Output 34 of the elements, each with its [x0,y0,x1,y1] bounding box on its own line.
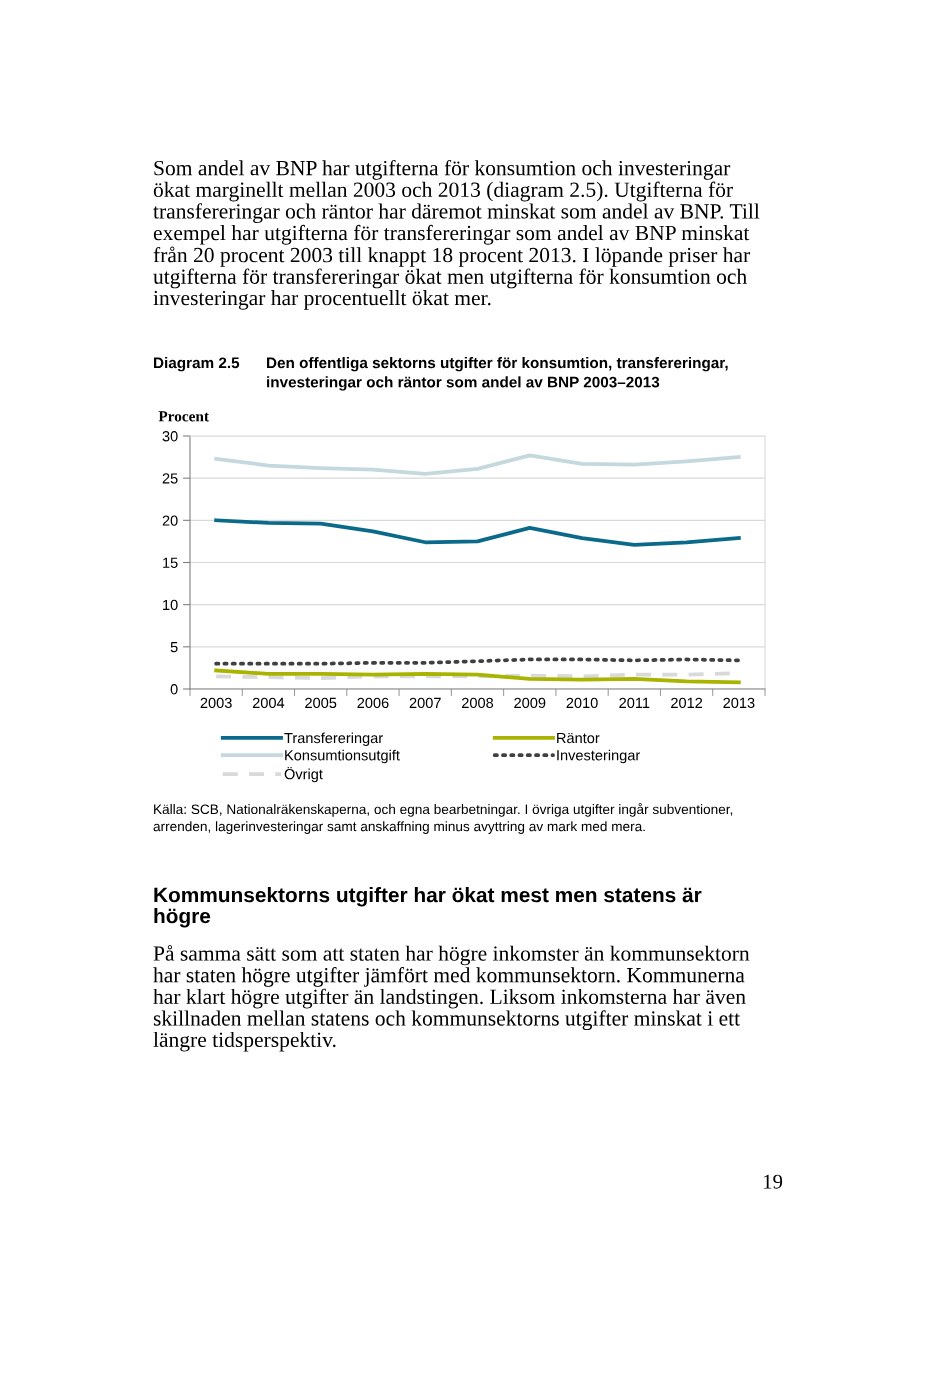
y-tick-label: 5 [170,642,178,653]
chart-subtitle: Den offentliga sektorns utgifter för konsumtion, transfereringar, investeringar och räntor som andel av BNP 2003–2013 [267,357,728,391]
text: Källa: SCB, Nationalräkenskaperna, och egna bearbetningar. I övriga utgifter ingår subventioner, arrenden, lagerinvesteringar samt anskaffning minus avyttring av mark med mera. [153,803,733,834]
text: 19 [764,1174,783,1189]
x-tick-label: 2008 [462,697,494,709]
x-tick-label: 2003 [200,697,232,709]
y-tick-label: 25 [162,473,178,484]
legend-label: Övrigt [284,766,323,783]
y-tick-label: 10 [163,599,178,611]
x-tick-label: 2013 [723,697,755,709]
text: På samma sätt som att staten har högre inkomster än kommunsektorn har staten högre utgifter jämfört med kommunsektorn. Kommunerna har klart högre utgifter än landstingen. Liksom inkomsterna har även skillnaden mellan statens och kommunsektorns utgifter minskat i ett längre tidsperspektiv. [153,945,750,1052]
x-tick-label: 2009 [514,697,546,709]
y-tick-label: 15 [163,557,178,568]
x-tick-label: 2012 [671,697,703,709]
line-series [214,453,741,476]
y-axis-title: Procent [158,411,209,422]
legend-label: Räntor [557,733,600,744]
text: Kommunsektorns utgifter har ökat mest men statens är högre [154,887,702,928]
y-tick-label: 20 [162,515,178,526]
x-tick-label: 2007 [409,697,441,709]
x-tick-label: 2011 [619,697,650,709]
x-tick-label: 2005 [305,697,337,709]
legend-label: Konsumtionsutgift [285,749,400,764]
line-series [214,518,741,547]
legend-label: Transfereringar [284,732,383,747]
text: Som andel av BNP har utgifterna för konsumtion och investeringar ökat marginellt mellan 2003 och 2013 (diagram 2.5). Utgifterna för transfereringar och räntor har däremot minskat som andel av BNP. Till exempel har utgifterna för transfereringar som andel av BNP minskat från 20 procent 2003 till knappt 18 procent 2013. I löpande priser har utgifterna för transfereringar ökat men utgifterna för konsumtion och investeringar har procentuellt ökat mer. [153,160,760,310]
x-tick-label: 2004 [252,697,285,709]
y-tick-label: 0 [170,684,178,695]
legend-label: Investeringar [557,749,641,764]
line-series [214,668,741,685]
y-tick-label: 30 [162,431,178,442]
x-tick-label: 2006 [357,697,389,709]
chart-title: Diagram 2.5 [154,357,240,372]
x-tick-label: 2010 [566,697,598,709]
